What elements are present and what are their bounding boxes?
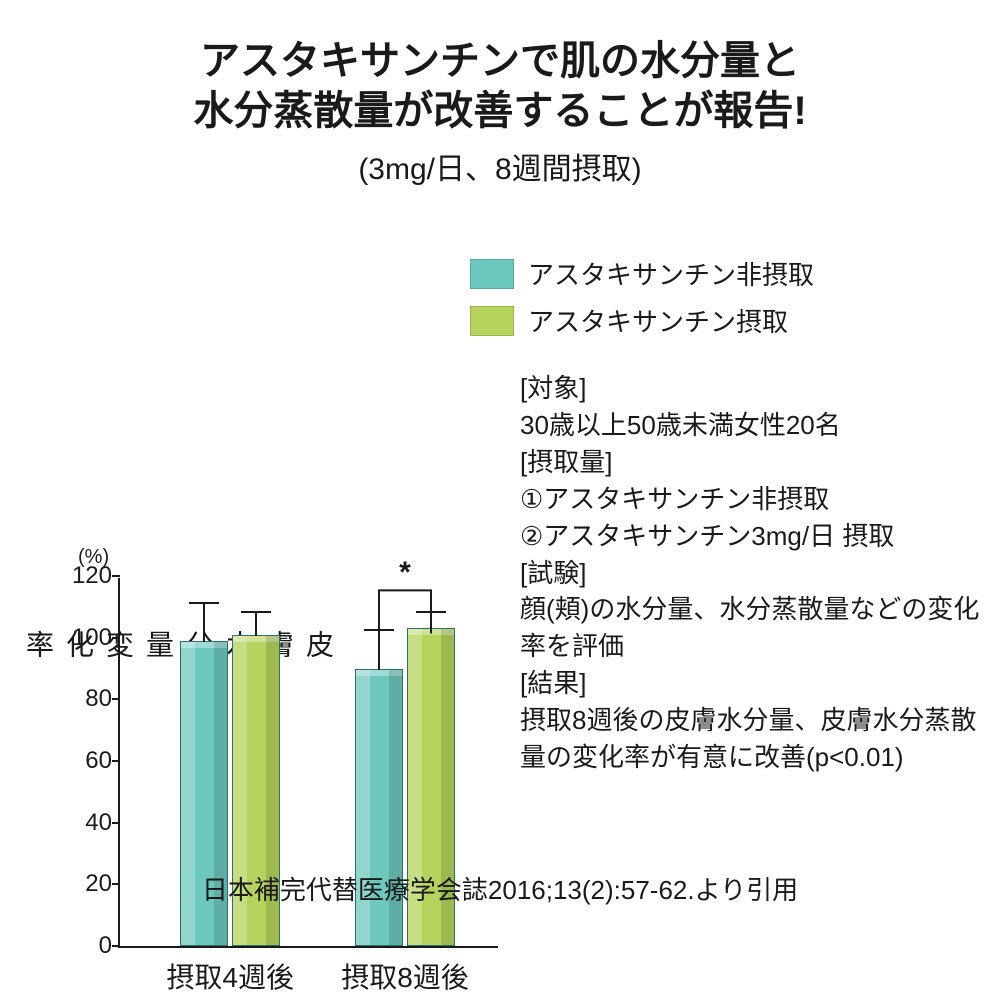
citation: 日本補完代替医療学会誌2016;13(2):57-62.より引用 bbox=[0, 870, 1000, 907]
error-bar bbox=[203, 602, 205, 642]
legend-swatch bbox=[470, 306, 514, 336]
legend-item: アスタキサンチン摂取 bbox=[470, 302, 814, 339]
legend-label: アスタキサンチン摂取 bbox=[528, 302, 788, 339]
y-tick-label: 80 bbox=[64, 685, 120, 713]
y-tick-label: 40 bbox=[64, 809, 120, 837]
error-bar bbox=[255, 611, 257, 636]
significance-star: * bbox=[399, 556, 411, 590]
title-line-1: アスタキサンチンで肌の水分量と bbox=[0, 36, 1000, 86]
x-category-label: 摂取8週後 bbox=[341, 946, 469, 996]
legend-item: アスタキサンチン非摂取 bbox=[470, 255, 814, 292]
legend-label: アスタキサンチン非摂取 bbox=[528, 255, 814, 292]
error-bar bbox=[430, 611, 432, 630]
y-tick-label: 120 bbox=[64, 562, 120, 590]
y-tick-label: 0 bbox=[64, 932, 120, 960]
page-subtitle: (3mg/日、8週間摂取) bbox=[0, 144, 1000, 188]
error-bar bbox=[378, 629, 380, 669]
y-tick-label: 100 bbox=[64, 624, 120, 652]
legend: アスタキサンチン非摂取アスタキサンチン摂取 bbox=[470, 255, 814, 339]
study-description: [対象] 30歳以上50歳未満女性20名 [摂取量] ①アスタキサンチン非摂取 … bbox=[520, 370, 980, 776]
title-line-2: 水分蒸散量が改善することが報告! bbox=[0, 86, 1000, 136]
page-title: アスタキサンチンで肌の水分量と 水分蒸散量が改善することが報告! bbox=[0, 0, 1000, 136]
y-tick-label: 60 bbox=[64, 747, 120, 775]
x-category-label: 摂取4週後 bbox=[166, 946, 294, 996]
legend-swatch bbox=[470, 259, 514, 289]
